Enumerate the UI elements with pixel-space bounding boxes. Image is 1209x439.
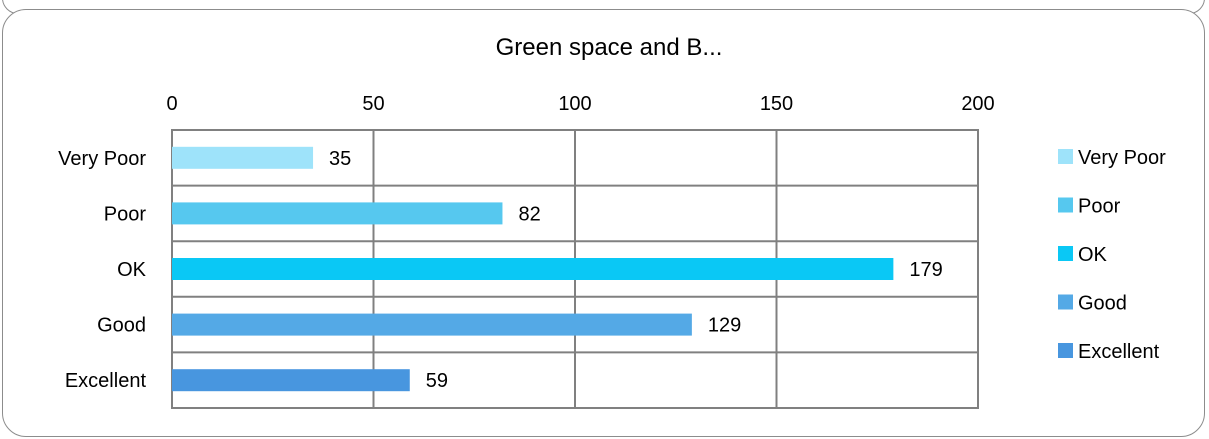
category-label: Very Poor bbox=[58, 148, 146, 170]
legend-label: Poor bbox=[1078, 196, 1121, 218]
legend-swatch bbox=[1058, 343, 1073, 358]
legend-swatch bbox=[1058, 246, 1073, 261]
data-label: 35 bbox=[329, 148, 351, 170]
bars bbox=[172, 146, 894, 392]
data-labels: 35 82 179 129 59 bbox=[329, 148, 943, 392]
data-label: 59 bbox=[426, 370, 448, 392]
data-label: 82 bbox=[518, 203, 540, 225]
x-tick-label: 150 bbox=[760, 93, 793, 115]
category-label: Excellent bbox=[65, 370, 147, 392]
bar bbox=[172, 369, 410, 392]
data-label: 179 bbox=[909, 259, 942, 281]
x-tick-label: 0 bbox=[166, 93, 177, 115]
legend-swatch bbox=[1058, 294, 1073, 310]
legend-swatch bbox=[1058, 197, 1073, 213]
plot-grid bbox=[171, 129, 979, 409]
bar bbox=[172, 202, 503, 225]
category-label: OK bbox=[117, 259, 147, 281]
category-label: Good bbox=[97, 315, 146, 337]
x-tick-label: 100 bbox=[558, 93, 591, 115]
legend-swatch bbox=[1058, 149, 1073, 164]
bar bbox=[172, 146, 314, 169]
x-axis-ticks: 0 50 100 150 200 bbox=[166, 93, 994, 115]
x-tick-label: 50 bbox=[362, 93, 384, 115]
legend-label: Excellent bbox=[1078, 341, 1160, 363]
bar bbox=[172, 258, 894, 280]
legend-label: Very Poor bbox=[1078, 147, 1166, 169]
category-label: Poor bbox=[104, 203, 147, 225]
legend-label: Good bbox=[1078, 293, 1127, 315]
legend-label: OK bbox=[1078, 244, 1108, 266]
chart-title: Green space and B... bbox=[496, 34, 723, 61]
bar bbox=[172, 313, 692, 336]
category-labels: Very Poor Poor OK Good Excellent bbox=[58, 148, 146, 392]
data-label: 129 bbox=[708, 315, 741, 337]
legend: Very Poor Poor OK Good Excellent bbox=[1058, 147, 1166, 363]
x-tick-label: 200 bbox=[961, 93, 994, 115]
